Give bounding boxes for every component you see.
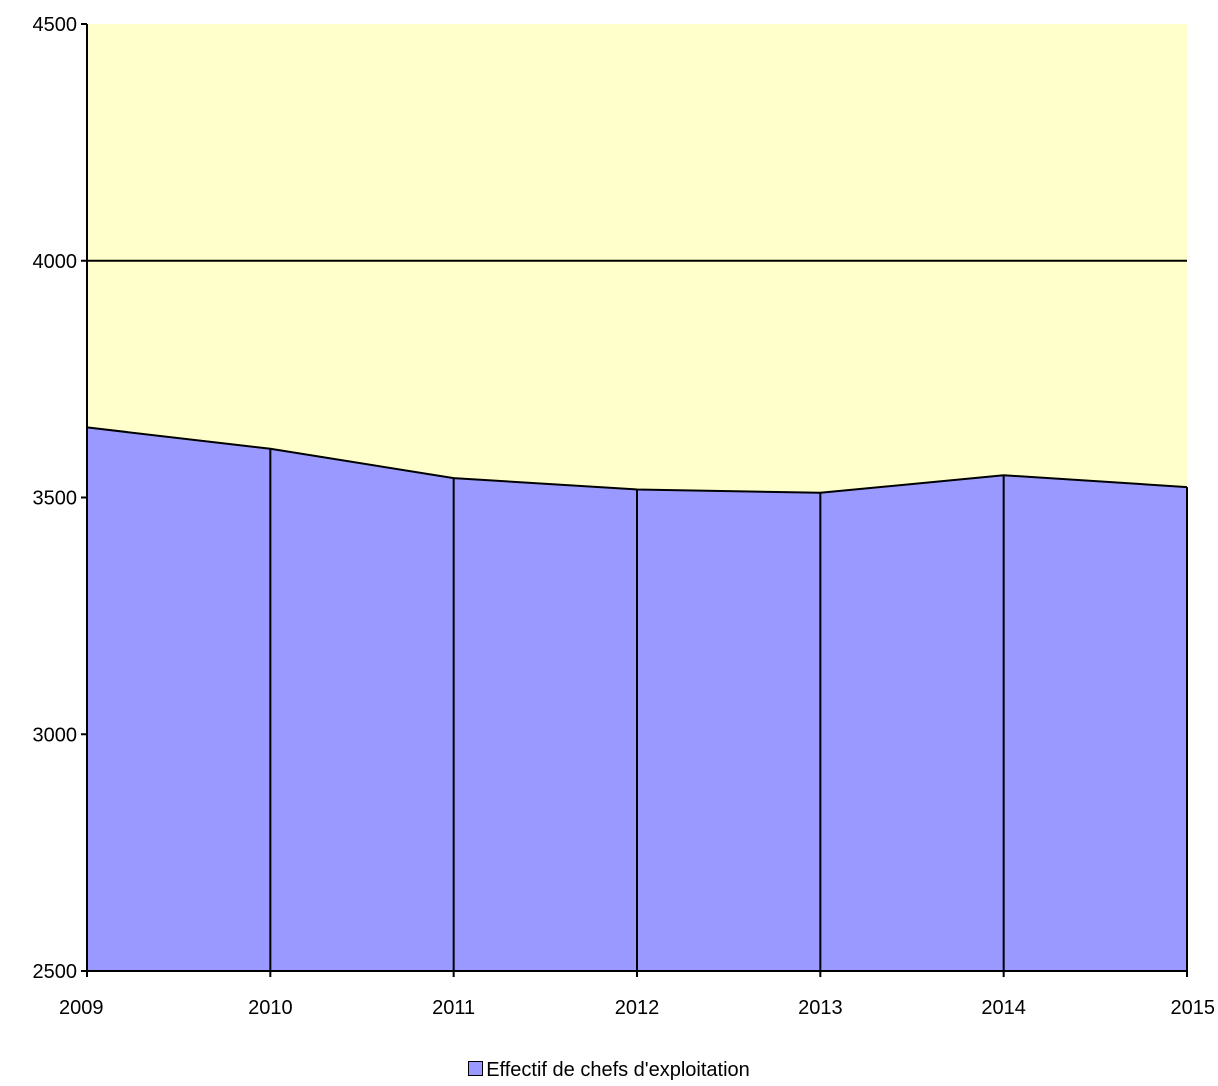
axes bbox=[81, 23, 1188, 977]
legend: Effectif de chefs d'exploitation bbox=[0, 1058, 1218, 1082]
series-line bbox=[86, 426, 1188, 494]
x-tick-label: 2010 bbox=[248, 997, 293, 1019]
y-tick-labels: 2500 3000 3500 4000 4500 bbox=[33, 14, 78, 983]
x-tick-label: 2015 bbox=[1171, 997, 1216, 1019]
x-tick-label: 2012 bbox=[615, 997, 660, 1019]
y-tick-label: 3000 bbox=[33, 724, 78, 746]
legend-swatch bbox=[468, 1061, 484, 1077]
y-tick-label: 4000 bbox=[33, 251, 78, 273]
x-tick-label: 2013 bbox=[798, 997, 843, 1019]
x-tick-labels: 2009 2010 2011 2012 2013 2014 2015 bbox=[59, 997, 1215, 1019]
x-tick-label: 2009 bbox=[59, 997, 104, 1019]
y-tick-label: 2500 bbox=[33, 961, 78, 983]
y-tick-label: 3500 bbox=[33, 488, 78, 510]
y-tick-label: 4500 bbox=[33, 14, 78, 36]
x-tick-label: 2011 bbox=[432, 997, 475, 1019]
legend-label: Effectif de chefs d'exploitation bbox=[486, 1059, 750, 1081]
x-tick-label: 2014 bbox=[981, 997, 1026, 1019]
